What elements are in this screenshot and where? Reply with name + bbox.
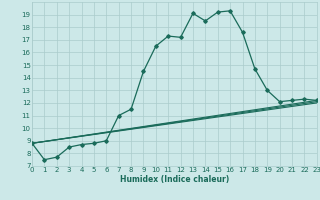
X-axis label: Humidex (Indice chaleur): Humidex (Indice chaleur) [120,175,229,184]
